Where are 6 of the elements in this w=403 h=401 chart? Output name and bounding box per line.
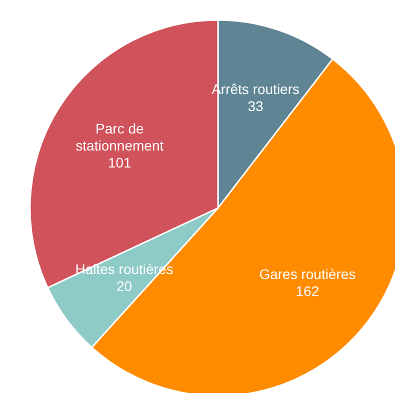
- slice-label: Gares routières: [259, 266, 356, 282]
- data-label: 101: [108, 154, 132, 170]
- data-label: 162: [296, 283, 320, 300]
- data-label: 20: [116, 278, 132, 294]
- slice-label: Parc de stationnement: [76, 120, 164, 154]
- data-label: 33: [248, 98, 264, 114]
